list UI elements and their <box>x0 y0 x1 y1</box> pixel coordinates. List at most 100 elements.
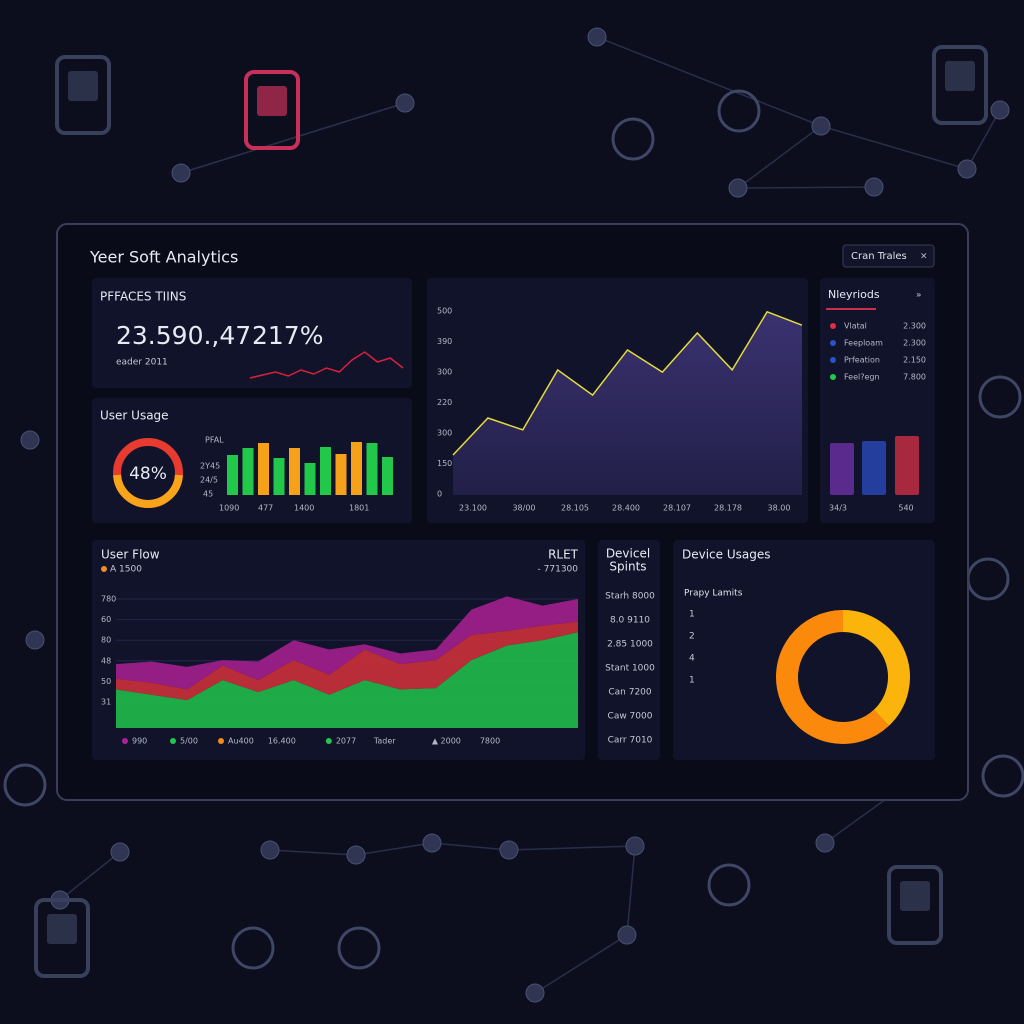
button-label[interactable]: Cran Trales <box>851 251 907 262</box>
list-item: 8.0 9110 <box>610 616 650 626</box>
profile-icon <box>231 926 275 970</box>
network-link <box>737 186 875 189</box>
y-label: 48 <box>101 656 111 665</box>
x-label: 1090 <box>219 504 239 513</box>
card-title: Devicel <box>606 547 650 561</box>
card-title: PFFACES TIINS <box>100 290 186 304</box>
y-label: 390 <box>437 337 452 346</box>
network-node <box>990 100 1010 120</box>
y-label: 220 <box>437 398 452 407</box>
summary-value: - 771300 <box>538 565 579 575</box>
app-title: Yeer Soft Analytics <box>89 248 238 267</box>
profile-icon <box>337 926 381 970</box>
sparkline <box>249 351 404 379</box>
axis-label: 24/5 <box>200 476 218 485</box>
x-label: 38.00 <box>768 504 791 513</box>
legend-dot <box>830 323 836 329</box>
bar <box>304 463 316 495</box>
network-node <box>499 840 519 860</box>
gauge-label: 48% <box>129 464 167 484</box>
network-node <box>811 116 831 136</box>
device-icon <box>887 865 943 945</box>
legend-value: 7.800 <box>903 373 926 382</box>
list-item: Can 7200 <box>608 688 652 698</box>
stacked-area <box>116 621 578 701</box>
device-icon <box>55 55 111 135</box>
bar <box>351 442 362 495</box>
footer-label: 7800 <box>480 737 500 746</box>
card-title: User Flow <box>101 548 160 562</box>
y-label: 150 <box>437 459 452 468</box>
axis-label: 2Y45 <box>200 462 220 471</box>
card-title: RLET <box>548 548 579 562</box>
network-node <box>25 630 45 650</box>
card <box>92 278 412 388</box>
legend-value: 2.150 <box>903 356 926 365</box>
footer-label: 5/00 <box>180 737 198 746</box>
card-title: Spints <box>609 560 646 574</box>
x-label: 540 <box>898 504 913 513</box>
device-icon <box>244 70 300 150</box>
profile-icon <box>981 754 1024 798</box>
bar <box>895 436 919 495</box>
bar <box>862 441 886 495</box>
list-item: Carr 7010 <box>608 736 653 746</box>
network-node <box>864 177 884 197</box>
network-node <box>260 840 280 860</box>
network-link <box>59 851 121 901</box>
network-node <box>957 159 977 179</box>
legend-dot <box>101 566 107 572</box>
list-item: Stant 1000 <box>605 664 655 674</box>
bar <box>289 448 300 495</box>
network-link <box>508 845 636 851</box>
network-link <box>534 934 628 994</box>
list-item: Caw 7000 <box>608 712 653 722</box>
device-screen <box>945 61 975 91</box>
card-title: Device Usages <box>682 548 771 562</box>
bar <box>335 454 347 495</box>
card-title: Nleyriods <box>828 288 880 301</box>
x-label: 1801 <box>349 504 369 513</box>
x-label: 28.178 <box>714 504 742 513</box>
legend-value: 2.300 <box>903 322 926 331</box>
footer-label: 990 <box>132 737 147 746</box>
network-link <box>966 109 1001 170</box>
network-link <box>269 849 357 856</box>
network-link <box>626 845 636 936</box>
legend-dot <box>170 738 176 744</box>
donut-slice <box>842 610 910 726</box>
card <box>598 540 660 760</box>
close-icon[interactable]: × <box>920 252 928 262</box>
network-node <box>525 983 545 1003</box>
bar <box>320 447 331 495</box>
card-title: User Usage <box>100 409 169 423</box>
card-subtitle: Prapy Lamits <box>684 589 743 599</box>
axis-label: 45 <box>203 490 213 499</box>
bar <box>382 457 393 495</box>
list-item: 4 <box>689 654 695 664</box>
expand-icon[interactable]: » <box>916 291 922 301</box>
legend-dot <box>830 357 836 363</box>
legend-value: 2.300 <box>903 339 926 348</box>
y-label: 60 <box>101 615 111 624</box>
network-node <box>110 842 130 862</box>
network-link <box>180 102 406 174</box>
y-label: 780 <box>101 595 116 604</box>
network-link <box>737 125 822 189</box>
network-node <box>171 163 191 183</box>
x-label: 28.105 <box>561 504 589 513</box>
network-node <box>625 836 645 856</box>
y-label: 50 <box>101 677 111 686</box>
button-frame[interactable] <box>842 244 935 268</box>
footer-label: 2077 <box>336 737 356 746</box>
device-screen <box>47 914 77 944</box>
x-label: 34/3 <box>829 504 847 513</box>
profile-icon <box>611 117 655 161</box>
profile-icon <box>707 863 751 907</box>
device-icon <box>34 898 90 978</box>
x-label: 28.400 <box>612 504 640 513</box>
device-screen <box>900 881 930 911</box>
stacked-area <box>116 632 578 728</box>
legend-dot <box>218 738 224 744</box>
